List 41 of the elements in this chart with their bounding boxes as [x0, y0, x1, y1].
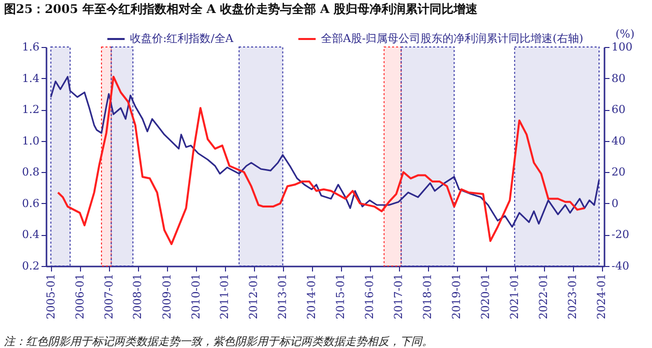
- y-tick-label: 1.2: [22, 103, 40, 116]
- y-tick-label: 0.8: [22, 166, 40, 179]
- x-tick-label: 2014-01: [305, 274, 318, 320]
- x-tick-label: 2022-01: [537, 274, 550, 320]
- y2-tick-label: -40: [612, 260, 630, 272]
- x-tick-label: 2016-01: [363, 274, 376, 320]
- y-tick-label: 1.4: [22, 72, 40, 85]
- x-tick-label: 2023-01: [566, 274, 580, 320]
- x-tick-label: 2021-01: [508, 274, 522, 320]
- y-tick-label: 0.4: [22, 228, 40, 242]
- x-tick-label: 2008-01: [131, 274, 144, 320]
- x-tick-label: 2013-01: [276, 274, 290, 320]
- x-tick-label: 2009-01: [160, 274, 174, 320]
- x-tick-label: 2018-01: [421, 274, 434, 320]
- x-tick-label: 2007-01: [102, 274, 116, 320]
- x-tick-label: 2019-01: [450, 274, 464, 320]
- x-tick-label: 2020-01: [479, 274, 492, 320]
- y-tick-label: 0.6: [22, 196, 40, 210]
- y2-tick-label: 0: [612, 196, 618, 210]
- legend-label: 全部A股-归属母公司股东的净利润累计同比增速(右轴): [321, 32, 584, 45]
- y-tick-label: 0.2: [22, 260, 40, 272]
- chart-title: 图25：2005 年至今红利指数相对全 A 收盘价走势与全部 A 股归母净利润累计同比增速: [4, 2, 479, 16]
- x-tick-label: 2006-01: [73, 274, 86, 320]
- y2-tick-label: 40: [612, 134, 626, 148]
- y2-tick-label: 100: [612, 40, 632, 54]
- y2-tick-label: -20: [612, 228, 630, 242]
- x-tick-label: 2017-01: [392, 274, 406, 320]
- legend-label: 收盘价:红利指数/全A: [130, 32, 234, 45]
- x-tick-label: 2012-01: [247, 274, 260, 320]
- x-tick-label: 2005-01: [44, 274, 58, 320]
- y-tick-label: 1.0: [22, 134, 40, 148]
- x-tick-label: 2010-01: [189, 274, 202, 320]
- x-tick-label: 2024-01: [595, 274, 608, 320]
- x-tick-label: 2011-01: [218, 274, 232, 320]
- y-tick-label: 1.6: [22, 40, 40, 54]
- y2-tick-label: 80: [612, 72, 626, 85]
- y2-tick-label: 60: [612, 103, 626, 116]
- y2-axis-title: (%): [615, 28, 634, 40]
- y2-tick-label: 20: [612, 166, 626, 179]
- x-tick-label: 2015-01: [334, 274, 348, 320]
- text: 注：红色阴影用于标记两类数据走势一致，紫色阴影用于标记两类数据走势相反，下同。: [4, 335, 433, 348]
